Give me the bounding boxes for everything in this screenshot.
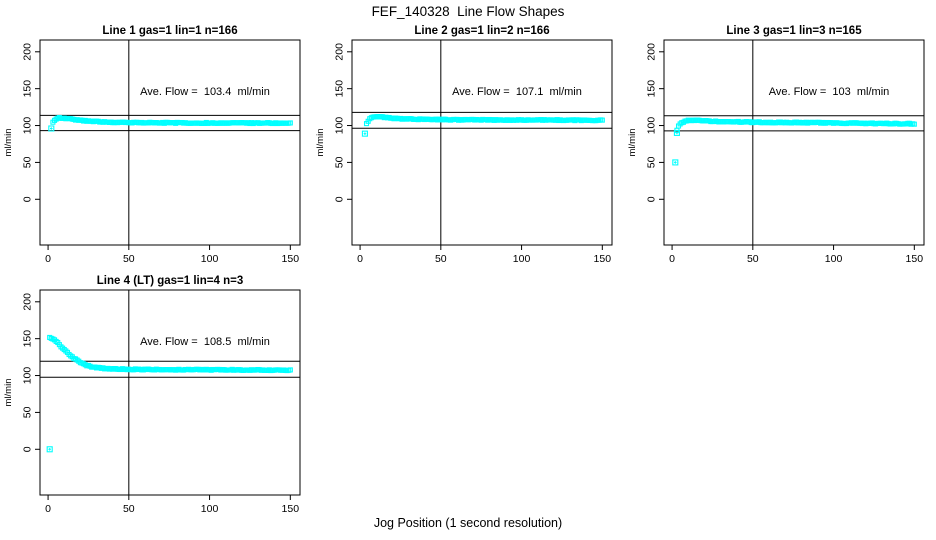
- svg-text:0: 0: [22, 446, 34, 452]
- subplot-line2-title: Line 2 gas=1 lin=2 n=166: [414, 25, 550, 37]
- svg-text:50: 50: [123, 253, 135, 265]
- svg-text:0: 0: [357, 253, 363, 265]
- svg-text:200: 200: [334, 43, 346, 61]
- svg-text:200: 200: [22, 43, 34, 61]
- svg-text:100: 100: [334, 117, 346, 135]
- svg-text:100: 100: [201, 253, 219, 265]
- line3-chart: 0 50 100 150 0 50 100 150 200 ml/min: [627, 39, 925, 265]
- svg-text:150: 150: [22, 80, 34, 98]
- svg-text:50: 50: [22, 156, 34, 168]
- svg-text:150: 150: [594, 253, 612, 265]
- subplot-line4-annotation: Ave. Flow = 108.5 ml/min: [140, 336, 270, 348]
- svg-text:100: 100: [22, 117, 34, 135]
- svg-text:0: 0: [646, 196, 658, 202]
- svg-text:150: 150: [22, 330, 34, 348]
- subplot-line1-annotation: Ave. Flow = 103.4 ml/min: [140, 86, 270, 98]
- svg-text:50: 50: [747, 253, 759, 265]
- svg-text:50: 50: [123, 503, 135, 515]
- svg-text:50: 50: [22, 406, 34, 418]
- svg-text:50: 50: [435, 253, 447, 265]
- svg-text:ml/min: ml/min: [3, 379, 14, 407]
- subplot-line2: 0 50 100 150 0 50 100 150 200 ml/min Line 2 gas=1…: [312, 18, 624, 268]
- subplot-line1-title: Line 1 gas=1 lin=1 n=166: [102, 25, 238, 37]
- svg-text:200: 200: [22, 293, 34, 311]
- svg-text:0: 0: [45, 503, 51, 515]
- svg-text:0: 0: [334, 196, 346, 202]
- subplot-line3-annotation: Ave. Flow = 103 ml/min: [768, 86, 890, 98]
- x-axis-label: Jog Position (1 second resolution): [373, 516, 563, 530]
- svg-text:0: 0: [669, 253, 675, 265]
- svg-text:0: 0: [22, 196, 34, 202]
- svg-text:150: 150: [334, 80, 346, 98]
- svg-text:50: 50: [646, 156, 658, 168]
- svg-text:150: 150: [282, 253, 300, 265]
- svg-text:100: 100: [201, 503, 219, 515]
- line4-chart: 0 50 100 150 0 50 100 150 200 ml/min: [3, 289, 301, 515]
- svg-text:100: 100: [22, 367, 34, 385]
- svg-text:0: 0: [45, 253, 51, 265]
- subplot-line4-title: Line 4 (LT) gas=1 lin=4 n=3: [96, 275, 244, 287]
- svg-text:200: 200: [646, 43, 658, 61]
- svg-text:100: 100: [646, 117, 658, 135]
- svg-text:ml/min: ml/min: [627, 129, 638, 157]
- svg-text:150: 150: [646, 80, 658, 98]
- svg-text:50: 50: [334, 156, 346, 168]
- subplot-line1: 0 50 100 150 0 50 100 150 200 ml/min Line 1 gas=1…: [0, 18, 312, 268]
- svg-text:100: 100: [825, 253, 843, 265]
- line1-chart: 0 50 100 150 0 50 100 150 200 ml/min: [3, 39, 301, 265]
- subplot-line4: 0 50 100 150 0 50 100 150 200 ml/min Line 4 (LT) …: [0, 268, 312, 518]
- subplot-line3-title: Line 3 gas=1 lin=3 n=165: [726, 25, 862, 37]
- line2-chart: 0 50 100 150 0 50 100 150 200 ml/min: [315, 39, 613, 265]
- svg-text:150: 150: [906, 253, 924, 265]
- svg-text:100: 100: [513, 253, 531, 265]
- subplot-line2-annotation: Ave. Flow = 107.1 ml/min: [452, 86, 582, 98]
- svg-text:150: 150: [282, 503, 300, 515]
- subplot-line3: 0 50 100 150 0 50 100 150 200 ml/min Line 3 gas=1…: [624, 18, 936, 268]
- svg-text:ml/min: ml/min: [315, 129, 326, 157]
- main-title: FEF_140328 Line Flow Shapes: [371, 4, 565, 19]
- svg-text:ml/min: ml/min: [3, 129, 14, 157]
